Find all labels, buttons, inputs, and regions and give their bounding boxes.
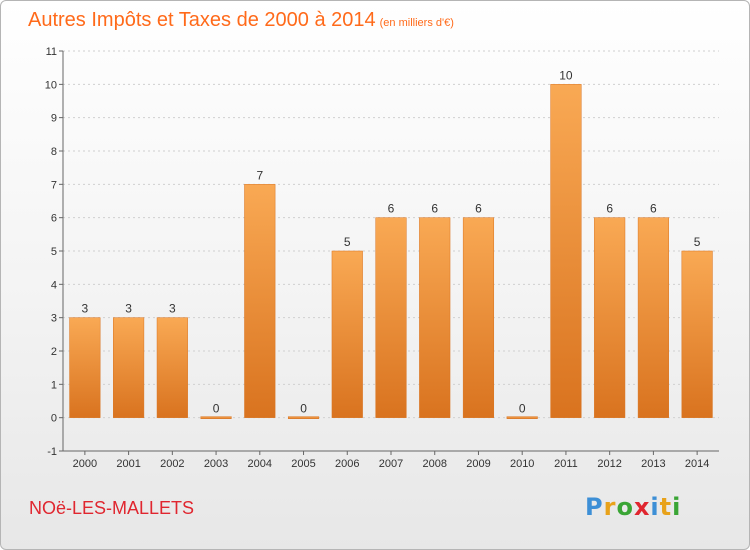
logo-letter: t: [659, 493, 673, 521]
value-label-2009: 6: [475, 202, 482, 216]
bar-2002: [156, 317, 188, 418]
value-label-2000: 3: [82, 302, 89, 316]
y-tick-label: 4: [51, 279, 57, 291]
bar-2008: [419, 217, 451, 418]
y-tick-label: 3: [51, 313, 57, 325]
y-tick-label: 0: [51, 413, 57, 425]
bar-2006: [331, 250, 363, 418]
x-tick-label-2013: 2013: [641, 458, 665, 470]
x-tick-label-2009: 2009: [466, 458, 490, 470]
logo-letter: i: [650, 493, 660, 521]
value-label-2001: 3: [125, 302, 132, 316]
x-tick-label-2010: 2010: [510, 458, 534, 470]
bar-2011: [550, 84, 582, 418]
chart-title: Autres Impôts et Taxes de 2000 à 2014 (en…: [28, 9, 454, 32]
y-tick-label: 8: [51, 146, 57, 158]
bar-2012: [594, 217, 626, 418]
commune-name: NOë-LES-MALLETS: [29, 498, 195, 518]
y-tick-label: 5: [51, 246, 57, 258]
bar-2007: [375, 217, 407, 418]
x-tick-label-2002: 2002: [160, 458, 184, 470]
x-tick-label-2011: 2011: [554, 458, 578, 470]
value-label-2007: 6: [388, 202, 395, 216]
logo-letter: r: [603, 493, 617, 521]
bar-2005: [287, 416, 320, 419]
value-label-2010: 0: [519, 402, 526, 416]
value-label-2014: 5: [694, 235, 701, 249]
value-label-2006: 5: [344, 235, 351, 249]
logo-letter: i: [672, 493, 682, 521]
y-tick-label: 7: [51, 179, 57, 191]
y-tick-label: 9: [51, 113, 57, 125]
x-tick-label-2005: 2005: [291, 458, 315, 470]
y-tick-label: 1: [51, 379, 57, 391]
bar-2003: [200, 416, 232, 419]
x-tick-label-2008: 2008: [422, 458, 446, 470]
x-tick-label-2001: 2001: [116, 458, 140, 470]
value-label-2012: 6: [606, 202, 613, 216]
bars: [69, 84, 713, 419]
value-label-2004: 7: [256, 168, 263, 182]
value-label-2008: 6: [431, 202, 438, 216]
value-label-2003: 0: [213, 402, 220, 416]
y-tick-label: 2: [51, 346, 57, 358]
logo-letter: o: [616, 493, 634, 521]
bar-2004: [244, 184, 276, 418]
value-label-2005: 0: [300, 402, 307, 416]
logo-letter: P: [585, 493, 604, 521]
bar-2013: [637, 217, 669, 418]
value-label-2011: 10: [559, 68, 573, 82]
x-tick-label-2004: 2004: [248, 458, 272, 470]
x-tick-label-2014: 2014: [685, 458, 709, 470]
chart-title-text: Autres Impôts et Taxes de 2000 à 2014: [28, 9, 376, 31]
bar-2009: [462, 217, 495, 418]
y-tick-label: -1: [47, 446, 57, 458]
value-label-2002: 3: [169, 302, 176, 316]
bar-2000: [69, 317, 101, 418]
y-tick-label: 10: [45, 79, 57, 91]
value-labels: 3 3 3 0 7 0 5 6 6 6 0 10 6 6 5: [82, 68, 701, 415]
y-tick-label: 6: [51, 213, 57, 225]
bar-2001: [113, 317, 145, 418]
bar-2014: [681, 250, 713, 418]
x-tick-label-2006: 2006: [335, 458, 359, 470]
chart-subtitle: (en milliers d'€): [379, 17, 454, 29]
proxiti-logo: Proxiti: [585, 493, 681, 521]
bar-2010: [506, 416, 538, 419]
x-tick-label-2003: 2003: [204, 458, 228, 470]
axes: -1 0 1 2 3 4 5 6 7 8 9 10 11 2000 2001 2002 2003 2004 2005…: [45, 46, 719, 470]
x-tick-label-2007: 2007: [379, 458, 403, 470]
y-tick-label: 11: [46, 46, 57, 58]
value-label-2013: 6: [650, 202, 657, 216]
logo-letter: x: [633, 493, 651, 521]
x-tick-label-2000: 2000: [73, 458, 97, 470]
x-tick-label-2012: 2012: [597, 458, 621, 470]
